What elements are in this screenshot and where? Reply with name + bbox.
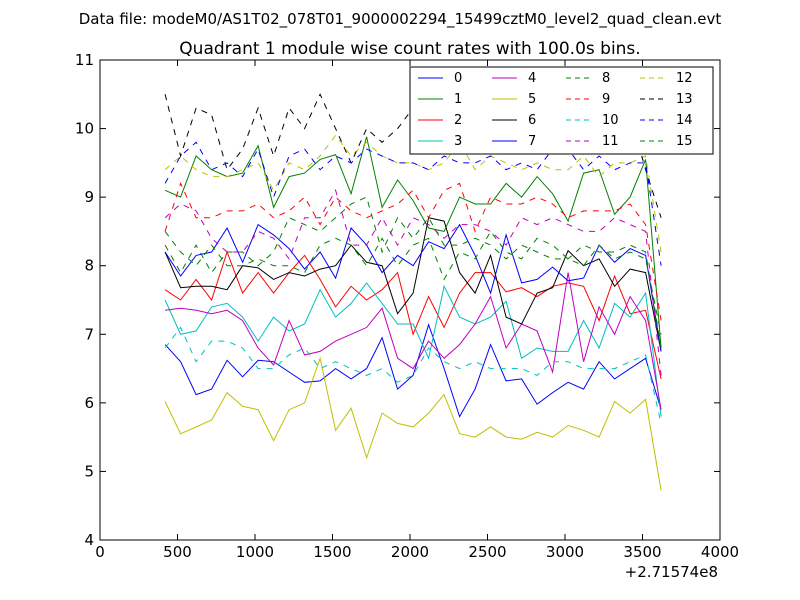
legend-label-0: 0 (454, 71, 462, 86)
legend-label-12: 12 (676, 71, 693, 86)
series-line-0 (165, 325, 661, 417)
x-tick-label: 2000 (391, 543, 429, 561)
x-tick-label: 500 (163, 543, 192, 561)
legend-label-14: 14 (676, 113, 693, 128)
chart-title: Quadrant 1 module wise count rates with … (179, 39, 640, 59)
x-tick-label: 2500 (468, 543, 506, 561)
legend-label-13: 13 (676, 92, 693, 107)
y-tick-label: 11 (75, 51, 94, 69)
x-tick-label: 0 (95, 543, 105, 561)
y-tick-label: 6 (84, 394, 94, 412)
legend-label-4: 4 (528, 71, 536, 86)
x-tick-label: 3500 (623, 543, 661, 561)
legend-label-6: 6 (528, 113, 536, 128)
y-tick-label: 9 (84, 188, 94, 206)
series-line-1 (165, 137, 661, 348)
y-tick-label: 5 (84, 462, 94, 480)
legend-label-5: 5 (528, 92, 536, 107)
legend-label-15: 15 (676, 134, 693, 149)
y-tick-label: 8 (84, 257, 94, 275)
series-line-5 (165, 358, 661, 490)
legend-label-8: 8 (602, 71, 610, 86)
x-tick-label: 1000 (236, 543, 274, 561)
x-tick-label: 1500 (313, 543, 351, 561)
legend-label-10: 10 (602, 113, 619, 128)
y-tick-label: 7 (84, 325, 94, 343)
figure-suptitle: Data file: modeM0/AS1T02_078T01_90000022… (79, 10, 722, 29)
legend-label-1: 1 (454, 92, 462, 107)
legend-label-7: 7 (528, 134, 536, 149)
y-tick-label: 10 (75, 120, 94, 138)
x-tick-label: 4000 (701, 543, 739, 561)
legend-label-11: 11 (602, 134, 619, 149)
series-line-11 (165, 190, 661, 375)
legend-label-9: 9 (602, 92, 610, 107)
x-tick-label: 3000 (546, 543, 584, 561)
y-tick-label: 4 (84, 531, 94, 549)
x-offset-label: +2.71574e8 (625, 563, 718, 581)
legend-label-2: 2 (454, 113, 462, 128)
legend-label-3: 3 (454, 134, 462, 149)
